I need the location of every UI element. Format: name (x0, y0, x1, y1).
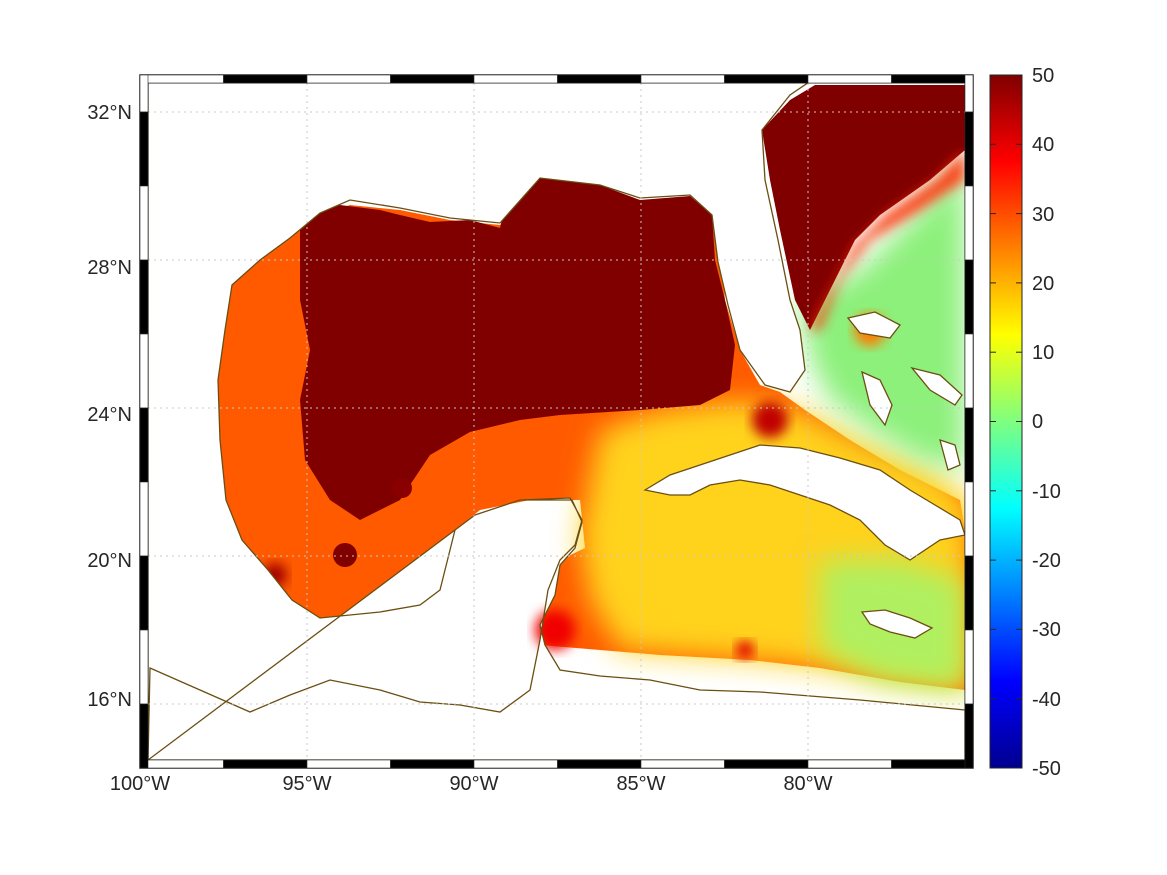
frame-band-segment (223, 74, 308, 84)
frame-band-segment (139, 407, 149, 483)
lat-tick-label: 24°N (87, 404, 132, 426)
hotspot (752, 402, 788, 438)
colorbar-tick-label: 30 (1032, 204, 1054, 226)
frame-band-segment (557, 74, 642, 84)
land-bahamas-b (861, 370, 893, 427)
colorbar-tick-label: 20 (1032, 273, 1054, 295)
colorbar-tick-label: 50 (1032, 65, 1054, 87)
bahamas-field (800, 160, 965, 470)
hotspot (736, 641, 754, 659)
lon-tick-label: 90°W (449, 773, 498, 795)
frame-band-segment (724, 74, 809, 84)
land-yucatan (148, 83, 965, 760)
frame-band-segment (964, 703, 974, 769)
frame-band-segment (640, 759, 725, 769)
colorbar-tick-labels: 50 40 30 20 10 0 -10 -20 -30 -40 -50 (1032, 65, 1061, 780)
lat-tick-label: 28°N (87, 257, 132, 279)
land-bahamas-d (939, 439, 961, 471)
colorbar-tick-label: 40 (1032, 134, 1054, 156)
frame-band-segment (964, 111, 974, 187)
atlantic-field-core (762, 85, 965, 330)
colorbar-ticks (990, 74, 1022, 769)
land-jamaica (860, 609, 934, 639)
frame-band-segment (891, 759, 974, 769)
land-cuba (643, 444, 965, 561)
colorbar-tick-label: -40 (1032, 689, 1061, 711)
frame-band-segment (390, 759, 475, 769)
colorbar-tick-label: 0 (1032, 411, 1043, 433)
coastlines (148, 83, 965, 760)
frame-band-segment (964, 185, 974, 261)
frame-band-segment (473, 759, 558, 769)
frame-band-segment (557, 759, 642, 769)
frame-band-segment (139, 333, 149, 409)
frame-band-segment (724, 759, 809, 769)
frame-bands (139, 74, 974, 769)
frame-band-segment (139, 74, 224, 84)
frame-band-segment (139, 111, 149, 187)
frame-band-segment (964, 481, 974, 557)
lat-tick-label: 32°N (87, 102, 132, 124)
lon-tick-labels: 100°W 95°W 90°W 85°W 80°W (110, 773, 833, 795)
land-bahamas-c (910, 366, 963, 406)
frame-band-segment (223, 759, 308, 769)
frame-band-segment (139, 259, 149, 335)
frame-band-segment (139, 555, 149, 631)
lat-tick-label: 16°N (87, 689, 132, 711)
frame-band-segment (306, 759, 391, 769)
frame-band-segment (306, 74, 391, 84)
lon-tick-label: 85°W (616, 773, 665, 795)
lat-tick-labels: 32°N 28°N 24°N 20°N 16°N (87, 102, 132, 711)
lon-tick-label: 95°W (282, 773, 331, 795)
colorbar-tick-label: 10 (1032, 342, 1054, 364)
frame-band-segment (139, 629, 149, 705)
lat-tick-label: 20°N (87, 550, 132, 572)
hotspot (392, 478, 412, 498)
land-bahamas-a (846, 311, 901, 339)
lon-tick-label: 100°W (110, 773, 170, 795)
frame-band-segment (964, 333, 974, 409)
atlantic-field-edge (810, 150, 965, 330)
colorbar-tick-label: -50 (1032, 758, 1061, 780)
lon-tick-label: 80°W (783, 773, 832, 795)
graticule (148, 83, 965, 760)
frame-band-segment (473, 74, 558, 84)
frame-band-segment (964, 259, 974, 335)
frame-band-segment (139, 703, 149, 769)
frame-band-segment (891, 74, 974, 84)
frame-band-segment (139, 481, 149, 557)
frame-band-segment (807, 759, 892, 769)
frame-band-segment (139, 759, 224, 769)
hotspot (535, 610, 575, 650)
frame-band-segment (964, 74, 974, 113)
frame-band-segment (390, 74, 475, 84)
hotspot (333, 543, 357, 567)
colorbar-tick-label: -20 (1032, 550, 1061, 572)
colorbar-tick-label: -10 (1032, 481, 1061, 503)
frame-band-segment (640, 74, 725, 84)
frame-band-segment (807, 74, 892, 84)
frame-band-segment (139, 185, 149, 261)
colorbar-tick-label: -30 (1032, 619, 1061, 641)
frame-band-segment (964, 407, 974, 483)
frame-band-segment (964, 555, 974, 631)
frame-band-segment (139, 74, 149, 113)
gulf-field-core (300, 175, 735, 520)
frame-band-segment (964, 629, 974, 705)
